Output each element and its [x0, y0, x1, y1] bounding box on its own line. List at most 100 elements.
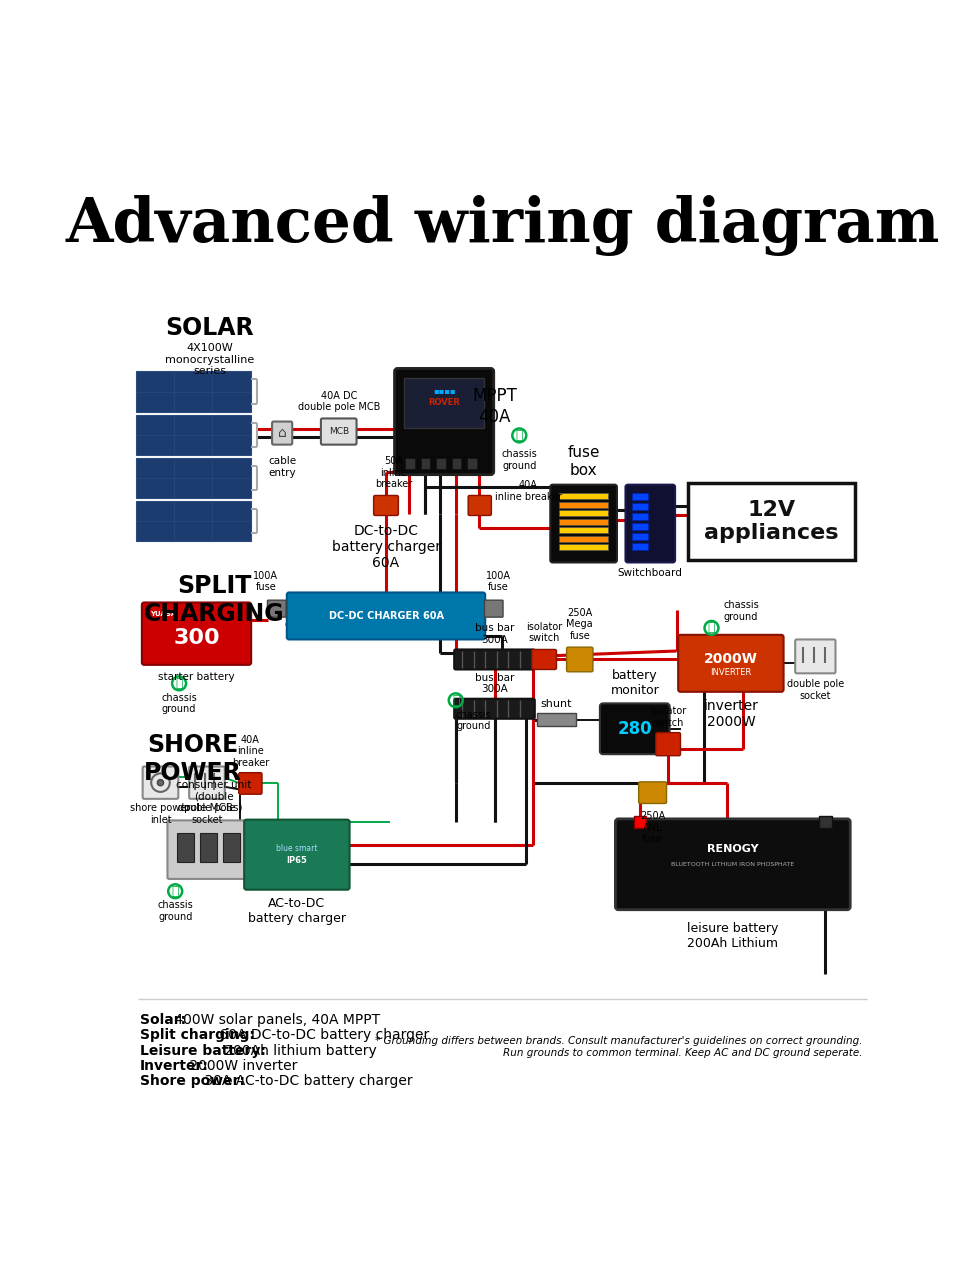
- FancyBboxPatch shape: [320, 418, 357, 445]
- Text: chassis
ground: chassis ground: [723, 601, 759, 622]
- Text: DC-to-DC
battery charger
60A: DC-to-DC battery charger 60A: [331, 523, 440, 570]
- FancyBboxPatch shape: [656, 732, 680, 755]
- Text: fuse
box: fuse box: [567, 445, 600, 478]
- Text: double pole
socket: double pole socket: [178, 803, 235, 825]
- Bar: [436, 457, 446, 469]
- FancyBboxPatch shape: [454, 650, 535, 669]
- Bar: [404, 378, 484, 428]
- Bar: [136, 457, 251, 498]
- Bar: [819, 816, 832, 829]
- Text: * Grounding differs between brands. Consult manufacturer's guidelines on correct: * Grounding differs between brands. Cons…: [375, 1036, 862, 1058]
- Text: isolator
switch: isolator switch: [526, 622, 563, 644]
- Text: ROVER: ROVER: [428, 398, 460, 407]
- Bar: [634, 816, 647, 829]
- Text: chassis
ground: chassis ground: [502, 450, 537, 471]
- Text: double pole
socket: double pole socket: [787, 679, 844, 701]
- Text: 2000W: 2000W: [704, 653, 758, 666]
- Text: DC-DC CHARGER 60A: DC-DC CHARGER 60A: [328, 611, 444, 621]
- Text: ⏚: ⏚: [452, 694, 460, 707]
- FancyBboxPatch shape: [143, 767, 178, 798]
- Text: SOLAR: SOLAR: [165, 315, 254, 340]
- Bar: [223, 832, 240, 862]
- Text: 300: 300: [173, 627, 220, 647]
- Bar: [420, 457, 430, 469]
- Text: Leisure battery:: Leisure battery:: [139, 1044, 266, 1058]
- Bar: [176, 832, 194, 862]
- FancyBboxPatch shape: [532, 650, 557, 669]
- Bar: [136, 371, 251, 412]
- Bar: [537, 712, 576, 726]
- Text: 40A DC
double pole MCB: 40A DC double pole MCB: [298, 390, 380, 412]
- Text: battery
monitor: battery monitor: [611, 669, 660, 697]
- Bar: [452, 457, 462, 469]
- Text: blue smart: blue smart: [276, 844, 318, 853]
- Text: 60A DC-to-DC battery charger: 60A DC-to-DC battery charger: [216, 1029, 429, 1043]
- Text: 250A
Mega
fuse: 250A Mega fuse: [566, 608, 593, 641]
- Text: chassis
ground: chassis ground: [158, 901, 193, 922]
- Text: starter battery: starter battery: [158, 672, 235, 682]
- Text: 100A
fuse: 100A fuse: [254, 571, 278, 593]
- Text: Shore power:: Shore power:: [139, 1074, 245, 1088]
- Text: Switchboard: Switchboard: [617, 568, 683, 578]
- Bar: [559, 502, 609, 508]
- Bar: [559, 544, 609, 550]
- Text: Inverter:: Inverter:: [139, 1059, 209, 1073]
- Text: 50A
inline
breaker: 50A inline breaker: [375, 456, 413, 489]
- Bar: [136, 500, 251, 541]
- Text: ⌂: ⌂: [277, 426, 286, 440]
- Text: MCB: MCB: [328, 427, 349, 436]
- Bar: [632, 533, 648, 540]
- Bar: [200, 832, 217, 862]
- Text: 200Ah lithium battery: 200Ah lithium battery: [220, 1044, 377, 1058]
- Text: shunt: shunt: [541, 698, 572, 708]
- FancyBboxPatch shape: [454, 698, 535, 718]
- Text: ⏚: ⏚: [708, 621, 715, 635]
- FancyBboxPatch shape: [615, 818, 851, 910]
- FancyBboxPatch shape: [239, 773, 262, 794]
- Bar: [632, 544, 648, 550]
- FancyBboxPatch shape: [244, 820, 350, 889]
- FancyBboxPatch shape: [287, 593, 485, 640]
- Text: 250A
ANL
fuse: 250A ANL fuse: [640, 811, 665, 844]
- FancyBboxPatch shape: [678, 635, 784, 692]
- Text: 2000W inverter: 2000W inverter: [185, 1059, 297, 1073]
- FancyBboxPatch shape: [566, 647, 593, 672]
- FancyBboxPatch shape: [484, 601, 503, 617]
- Text: 30A AC-to-DC battery charger: 30A AC-to-DC battery charger: [200, 1074, 413, 1088]
- Bar: [559, 493, 609, 499]
- FancyBboxPatch shape: [168, 821, 260, 879]
- Text: Advanced wiring diagram: Advanced wiring diagram: [65, 195, 940, 256]
- Text: 280: 280: [617, 720, 652, 737]
- FancyBboxPatch shape: [600, 703, 669, 754]
- Bar: [559, 527, 609, 533]
- Bar: [559, 518, 609, 525]
- Text: YUASA: YUASA: [150, 611, 176, 617]
- Text: 40A
inline
breaker: 40A inline breaker: [231, 735, 269, 768]
- FancyBboxPatch shape: [551, 485, 617, 563]
- Text: bus bar
300A: bus bar 300A: [475, 623, 514, 645]
- Text: bus bar
300A: bus bar 300A: [475, 673, 514, 694]
- Bar: [136, 414, 251, 455]
- Text: chassis
ground: chassis ground: [456, 710, 492, 731]
- FancyBboxPatch shape: [189, 767, 224, 798]
- Text: SHORE
POWER: SHORE POWER: [144, 734, 242, 786]
- Bar: [559, 511, 609, 516]
- Text: BLUETOOTH LITHIUM IRON PHOSPHATE: BLUETOOTH LITHIUM IRON PHOSPHATE: [671, 862, 795, 867]
- Text: 40A
inline breaker: 40A inline breaker: [495, 480, 562, 502]
- Text: Solar:: Solar:: [139, 1012, 185, 1026]
- Text: IP65: IP65: [286, 856, 308, 865]
- Bar: [467, 457, 476, 469]
- Text: 400W solar panels, 40A MPPT: 400W solar panels, 40A MPPT: [170, 1012, 380, 1026]
- Circle shape: [158, 779, 164, 786]
- Text: INVERTER: INVERTER: [710, 668, 752, 677]
- Text: ⏚: ⏚: [175, 677, 183, 689]
- Bar: [406, 457, 415, 469]
- Text: Split charging:: Split charging:: [139, 1029, 255, 1043]
- Bar: [688, 483, 855, 560]
- Text: leisure battery
200Ah Lithium: leisure battery 200Ah Lithium: [687, 922, 778, 950]
- Bar: [632, 493, 648, 500]
- FancyBboxPatch shape: [373, 495, 399, 516]
- FancyBboxPatch shape: [142, 603, 251, 665]
- Text: SPLIT
CHARGING: SPLIT CHARGING: [144, 574, 285, 626]
- Text: isolator
switch: isolator switch: [650, 707, 686, 729]
